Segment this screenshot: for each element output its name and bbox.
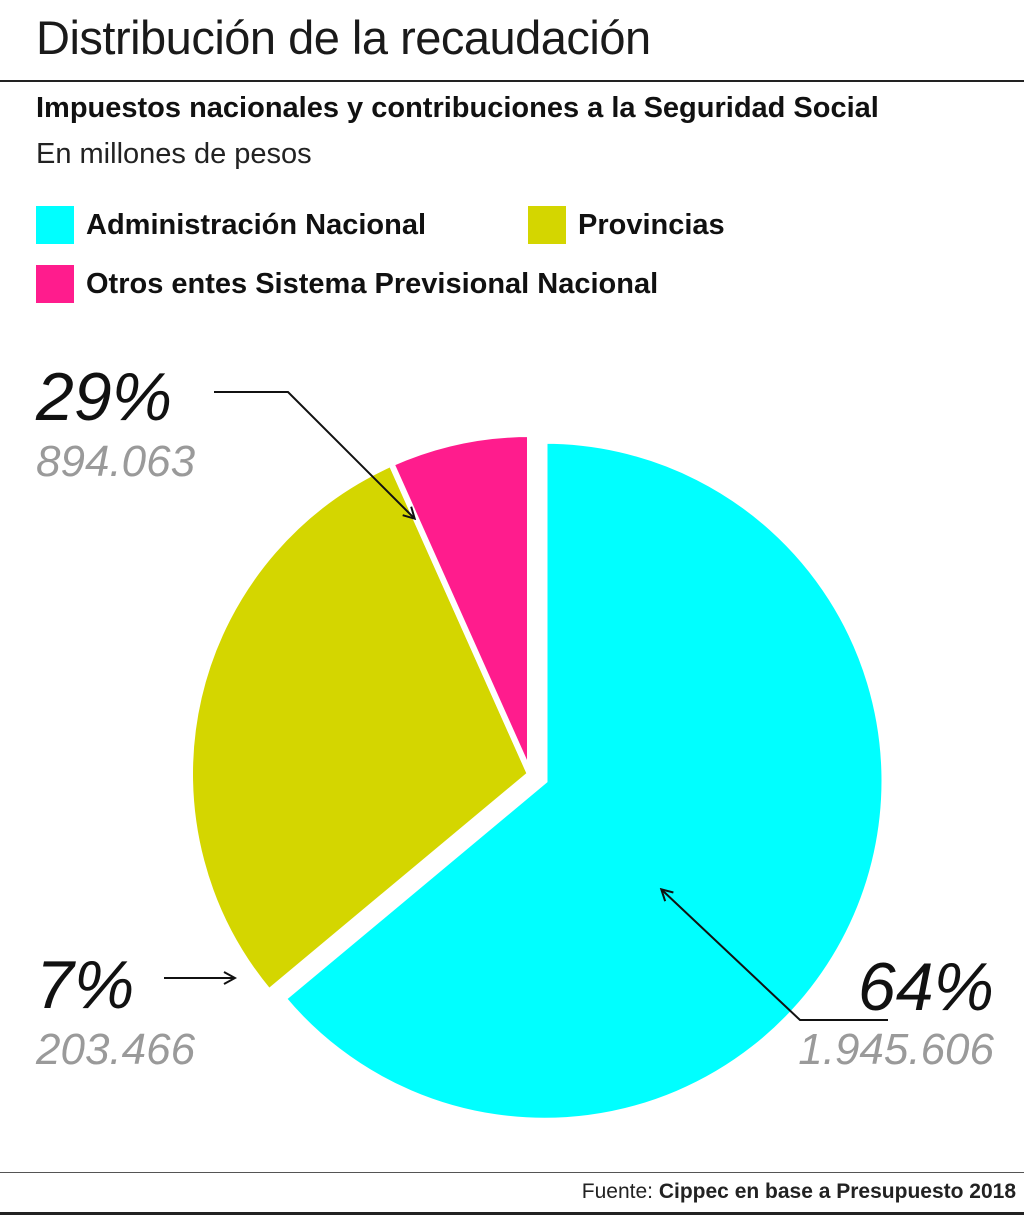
percent-label-administracion: 64% <box>858 949 994 1025</box>
legend-item-provincias: Provincias <box>528 206 725 244</box>
bottom-border <box>0 1212 1024 1215</box>
legend-swatch-provincias <box>528 206 566 244</box>
pie-slice-provincias <box>187 459 534 997</box>
legend-label-administracion: Administración Nacional <box>86 208 427 241</box>
legend-label-provincias: Provincias <box>578 208 725 241</box>
percent-label-otros-entes: 7% <box>36 947 134 1023</box>
arrow-provincias <box>214 391 414 518</box>
value-label-otros-entes: 203.466 <box>35 1025 196 1074</box>
chart-title: Distribución de la recaudación <box>36 11 651 64</box>
units-label: En millones de pesos <box>36 138 312 170</box>
legend-item-administracion: Administración Nacional <box>36 206 426 244</box>
arrow-administracion <box>662 890 888 1021</box>
top-divider <box>0 80 1024 82</box>
legend-swatch-otros-entes <box>36 265 74 303</box>
bottom-divider <box>0 1172 1024 1173</box>
legend-swatch-administracion <box>36 206 74 244</box>
legend-label-otros-entes: Otros entes Sistema Previsional Nacional <box>86 267 659 300</box>
pie-slice-otros-entes <box>387 430 533 776</box>
percent-label-provincias: 29% <box>35 359 172 435</box>
source-text: Cippec en base a Presupuesto 2018 <box>658 1180 1016 1203</box>
source-note: Fuente: Cippec en base a Presupuesto 201… <box>582 1180 1016 1204</box>
source-prefix: Fuente: <box>581 1180 659 1203</box>
value-label-administracion: 1.945.606 <box>798 1025 994 1074</box>
value-label-provincias: 894.063 <box>36 437 196 486</box>
legend-item-otros-entes: Otros entes Sistema Previsional Nacional <box>36 265 658 303</box>
chart-subtitle: Impuestos nacionales y contribuciones a … <box>36 92 879 124</box>
pie-slice-administracion <box>279 437 888 1124</box>
